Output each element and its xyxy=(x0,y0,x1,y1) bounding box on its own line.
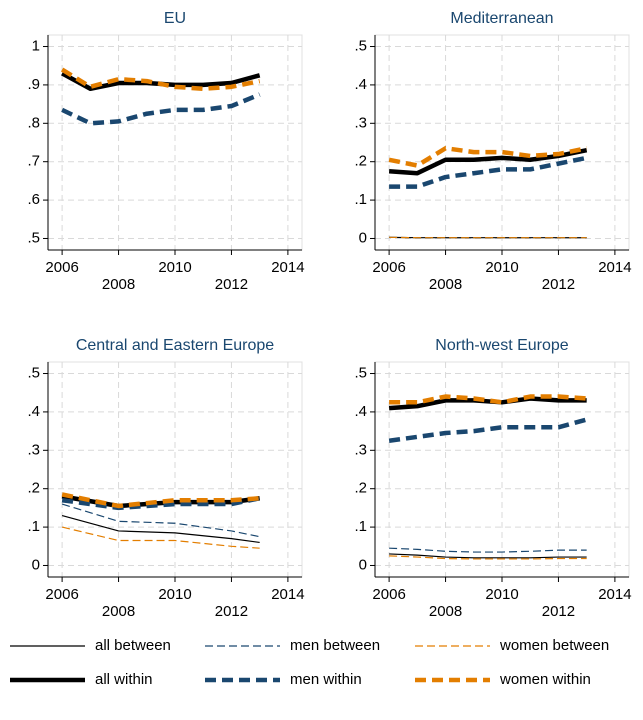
x-tick-label: 2014 xyxy=(271,586,304,603)
x-tick-label: 2008 xyxy=(429,276,462,293)
series-line xyxy=(61,503,260,538)
x-tick-label: 2008 xyxy=(429,603,462,620)
y-tick-label: .1 xyxy=(27,518,40,535)
x-tick-label: 2012 xyxy=(542,276,575,293)
y-tick-label: .1 xyxy=(354,191,367,208)
x-tick-label: 2010 xyxy=(485,586,518,603)
series-line xyxy=(61,496,261,511)
x-tick-label: 2010 xyxy=(485,259,518,276)
y-tick-label: .9 xyxy=(27,76,40,93)
y-tick-label: .2 xyxy=(27,480,40,497)
series-line xyxy=(389,555,587,560)
y-tick-label: .2 xyxy=(354,153,367,170)
x-tick-label: 2006 xyxy=(372,586,405,603)
y-tick-label: .1 xyxy=(354,518,367,535)
series-line xyxy=(61,494,260,509)
x-tick-label: 2006 xyxy=(45,259,78,276)
x-tick-label: 2008 xyxy=(102,276,135,293)
series-line xyxy=(388,146,588,168)
y-tick-label: .3 xyxy=(354,114,367,131)
y-tick-label: .2 xyxy=(354,480,367,497)
legend-label: men between xyxy=(290,637,380,654)
panel-title: Central and Eastern Europe xyxy=(76,337,274,354)
x-tick-label: 2006 xyxy=(372,259,405,276)
x-tick-label: 2010 xyxy=(158,586,191,603)
y-tick-label: .4 xyxy=(354,403,367,420)
series-line xyxy=(61,514,260,544)
series-line xyxy=(61,492,260,509)
legend-label: women between xyxy=(499,637,609,654)
series-line xyxy=(61,526,260,549)
y-tick-label: .4 xyxy=(354,76,367,93)
y-tick-label: 0 xyxy=(359,556,367,573)
panel-title: EU xyxy=(164,10,186,27)
legend-label: all between xyxy=(95,637,171,654)
panel-title: North-west Europe xyxy=(435,337,568,354)
y-tick-label: .4 xyxy=(27,403,40,420)
x-tick-label: 2012 xyxy=(542,603,575,620)
series-line xyxy=(388,396,587,411)
legend-label: all within xyxy=(95,671,153,688)
y-tick-label: 1 xyxy=(32,37,40,54)
y-tick-label: .5 xyxy=(354,37,367,54)
y-tick-label: 0 xyxy=(32,556,40,573)
x-tick-label: 2006 xyxy=(45,586,78,603)
y-tick-label: .3 xyxy=(354,441,367,458)
x-tick-label: 2008 xyxy=(102,603,135,620)
y-tick-label: .7 xyxy=(27,153,40,170)
y-tick-label: 0 xyxy=(359,229,367,246)
legend-label: women within xyxy=(499,671,591,688)
series-line xyxy=(389,547,587,553)
y-tick-label: .5 xyxy=(27,364,40,381)
y-tick-label: .6 xyxy=(27,191,40,208)
x-tick-label: 2012 xyxy=(215,603,248,620)
x-tick-label: 2012 xyxy=(215,276,248,293)
panel-title: Mediterranean xyxy=(450,10,553,27)
x-tick-label: 2014 xyxy=(598,586,631,603)
series-line xyxy=(388,417,588,443)
y-tick-label: .3 xyxy=(27,441,40,458)
x-tick-label: 2014 xyxy=(271,259,304,276)
legend-label: men within xyxy=(290,671,362,688)
series-line xyxy=(60,67,261,91)
y-tick-label: .8 xyxy=(27,114,40,131)
y-tick-label: .5 xyxy=(27,229,40,246)
x-tick-label: 2014 xyxy=(598,259,631,276)
series-line xyxy=(61,92,261,126)
x-tick-label: 2010 xyxy=(158,259,191,276)
y-tick-label: .5 xyxy=(354,364,367,381)
series-line xyxy=(389,553,587,559)
